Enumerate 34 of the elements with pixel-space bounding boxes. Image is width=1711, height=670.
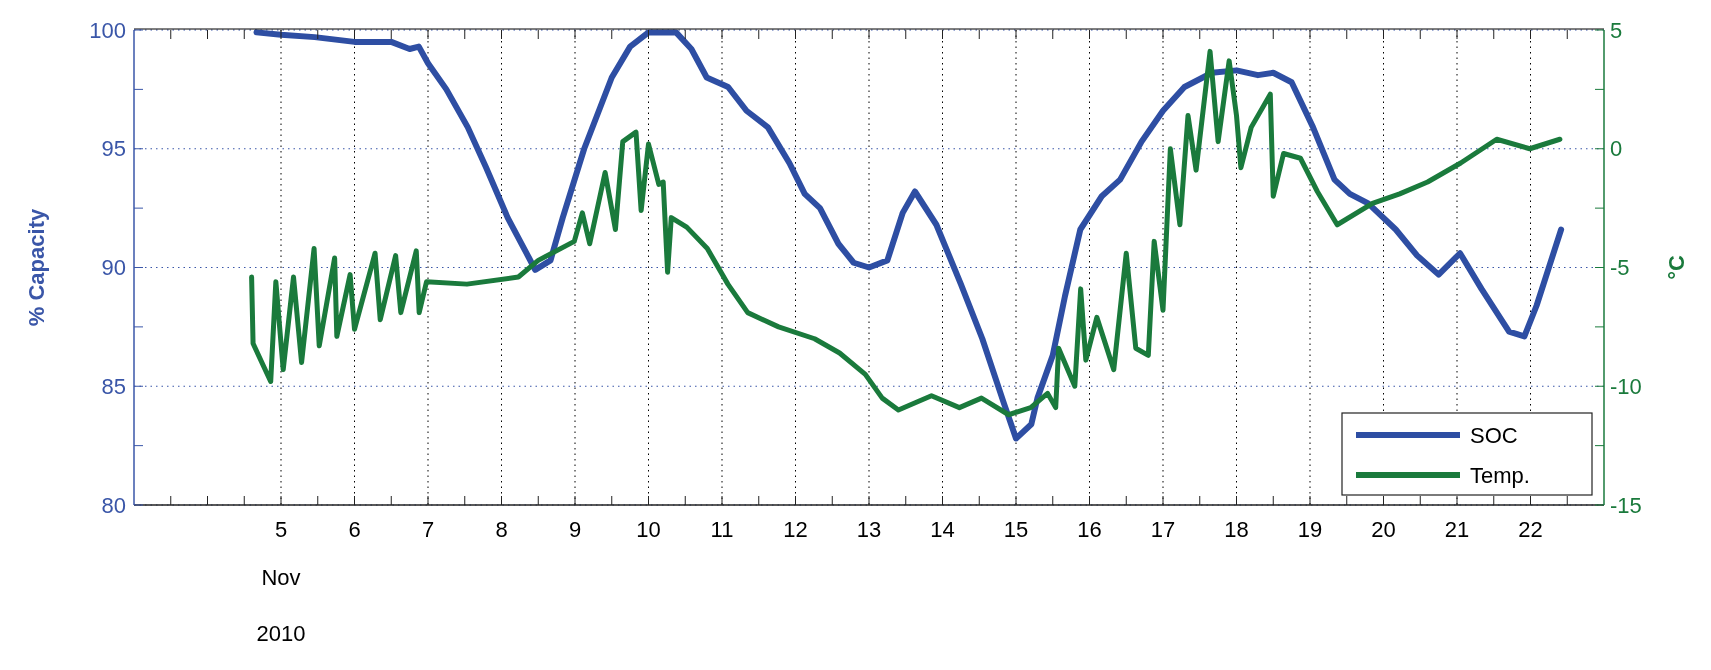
x-tick-label: 19 bbox=[1297, 517, 1323, 542]
x-tick-label: 12 bbox=[783, 517, 808, 542]
legend-label: SOC bbox=[1470, 422, 1518, 448]
x-tick-label: 9 bbox=[568, 517, 582, 542]
x-tick-label: 18 bbox=[1224, 517, 1249, 542]
y-tick-label: 95 bbox=[101, 136, 126, 162]
y-tick-label: 100 bbox=[89, 17, 126, 43]
x-tick-label: 10 bbox=[636, 517, 661, 542]
y-axis-title: % Capacity bbox=[24, 208, 49, 327]
y-tick-label: 90 bbox=[101, 255, 126, 281]
y2-tick-label: 0 bbox=[1610, 136, 1623, 162]
x-tick-label: 7 bbox=[421, 517, 435, 542]
legend-label: Temp. bbox=[1470, 462, 1530, 488]
x-tick-label: 15 bbox=[1003, 517, 1029, 542]
x-tick-label: 5 bbox=[274, 517, 288, 542]
x-tick-label: 20 bbox=[1371, 517, 1396, 542]
y2-tick-label: 5 bbox=[1610, 17, 1623, 43]
x-tick-label: 17 bbox=[1150, 517, 1176, 542]
y-tick-label: 85 bbox=[101, 373, 126, 399]
x-tick-label: 21 bbox=[1444, 517, 1470, 542]
x-tick-label: 8 bbox=[495, 517, 508, 542]
x-tick-label: 6 bbox=[348, 517, 361, 542]
x-tick-label: 13 bbox=[856, 517, 882, 542]
y-tick-label: 80 bbox=[101, 492, 126, 518]
y2-tick-label: -5 bbox=[1610, 255, 1630, 281]
text: Nov bbox=[261, 565, 301, 590]
x-tick-label: 11 bbox=[710, 517, 734, 542]
x-tick-label: 14 bbox=[930, 517, 955, 542]
text: 2010 bbox=[256, 621, 306, 646]
y2-tick-label: -15 bbox=[1610, 492, 1642, 518]
x-tick-label: 22 bbox=[1518, 517, 1543, 542]
x-tick-label: 16 bbox=[1077, 517, 1102, 542]
y2-axis-title: °C bbox=[1664, 255, 1689, 280]
y2-tick-label: -10 bbox=[1610, 373, 1642, 399]
